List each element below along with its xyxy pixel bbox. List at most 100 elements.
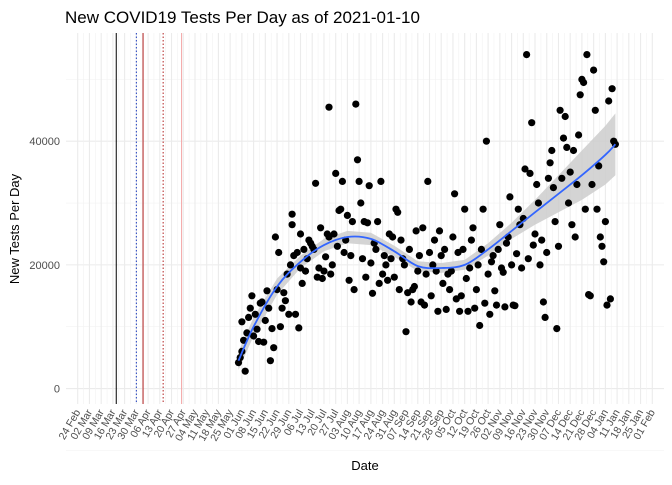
data-point (268, 325, 276, 333)
data-point (280, 289, 288, 297)
data-point (301, 267, 310, 275)
data-point (253, 325, 261, 333)
data-point (544, 174, 553, 182)
data-point (571, 233, 579, 241)
data-point (575, 131, 583, 139)
data-point (343, 211, 351, 219)
data-point (496, 221, 504, 229)
data-point (508, 261, 516, 269)
data-point (608, 85, 616, 93)
data-point (601, 218, 610, 226)
data-point (238, 318, 246, 326)
data-point (317, 224, 325, 232)
data-point (271, 233, 279, 241)
data-point (412, 227, 420, 235)
data-point (362, 273, 370, 281)
data-point (564, 199, 573, 207)
data-point (293, 248, 301, 257)
data-point (501, 303, 509, 311)
data-point (606, 295, 615, 303)
data-point (367, 259, 375, 267)
data-point (471, 304, 479, 312)
data-point (580, 78, 588, 87)
data-point (251, 310, 259, 318)
data-point (320, 267, 328, 275)
data-point (363, 219, 372, 227)
data-point (529, 241, 537, 249)
data-point (524, 255, 532, 263)
data-point (275, 248, 283, 257)
data-point (276, 323, 284, 331)
data-point (330, 230, 338, 238)
data-point (600, 258, 608, 266)
data-point (538, 236, 546, 244)
data-point (332, 169, 340, 177)
data-point (464, 307, 472, 315)
data-point (588, 180, 596, 189)
data-point (337, 205, 345, 213)
data-point (281, 297, 289, 305)
data-point (541, 313, 549, 321)
data-point (593, 205, 601, 213)
reference-lines (115, 33, 183, 404)
data-point (459, 245, 467, 253)
data-point (352, 100, 360, 108)
data-point (318, 274, 326, 283)
data-point (375, 279, 383, 287)
data-point (348, 218, 356, 226)
data-point (266, 357, 274, 365)
data-point (432, 267, 440, 275)
data-point (494, 245, 502, 253)
data-point (566, 168, 574, 176)
data-point (523, 51, 531, 59)
data-point (462, 274, 470, 283)
data-point (513, 250, 521, 258)
data-point (583, 51, 591, 59)
data-point (327, 270, 335, 278)
data-point (451, 190, 459, 198)
data-point (345, 276, 353, 284)
data-point (246, 304, 254, 312)
data-point (486, 310, 494, 318)
data-point (466, 264, 474, 272)
data-point (581, 205, 589, 213)
data-point (278, 304, 286, 312)
data-point (338, 177, 346, 185)
data-point (325, 103, 333, 111)
data-point (598, 242, 606, 250)
data-point (534, 199, 543, 207)
data-point (586, 292, 594, 300)
data-point (241, 367, 249, 375)
data-point (553, 325, 561, 333)
data-point (437, 252, 445, 260)
data-point (402, 328, 410, 336)
data-point (563, 143, 571, 151)
data-point (419, 224, 427, 232)
data-point (457, 292, 465, 300)
data-point (400, 261, 408, 269)
y-tick-label: 0 (54, 384, 60, 396)
data-point (543, 248, 551, 257)
data-point (333, 242, 341, 250)
data-point (295, 324, 303, 332)
data-point (368, 289, 377, 297)
data-point (382, 261, 390, 269)
data-point (322, 253, 330, 261)
data-point (531, 230, 539, 238)
data-point (446, 286, 454, 294)
data-point (243, 329, 251, 337)
x-axis-title: Date (351, 458, 378, 473)
data-point (384, 276, 392, 284)
data-point (487, 258, 496, 266)
data-point (596, 233, 604, 241)
data-point (467, 236, 475, 244)
data-point (506, 193, 514, 201)
data-point (350, 286, 358, 294)
data-point (395, 286, 403, 294)
data-point (258, 298, 266, 306)
data-point (554, 242, 563, 250)
data-point (298, 279, 306, 287)
data-point (561, 112, 569, 121)
data-points (234, 51, 620, 375)
